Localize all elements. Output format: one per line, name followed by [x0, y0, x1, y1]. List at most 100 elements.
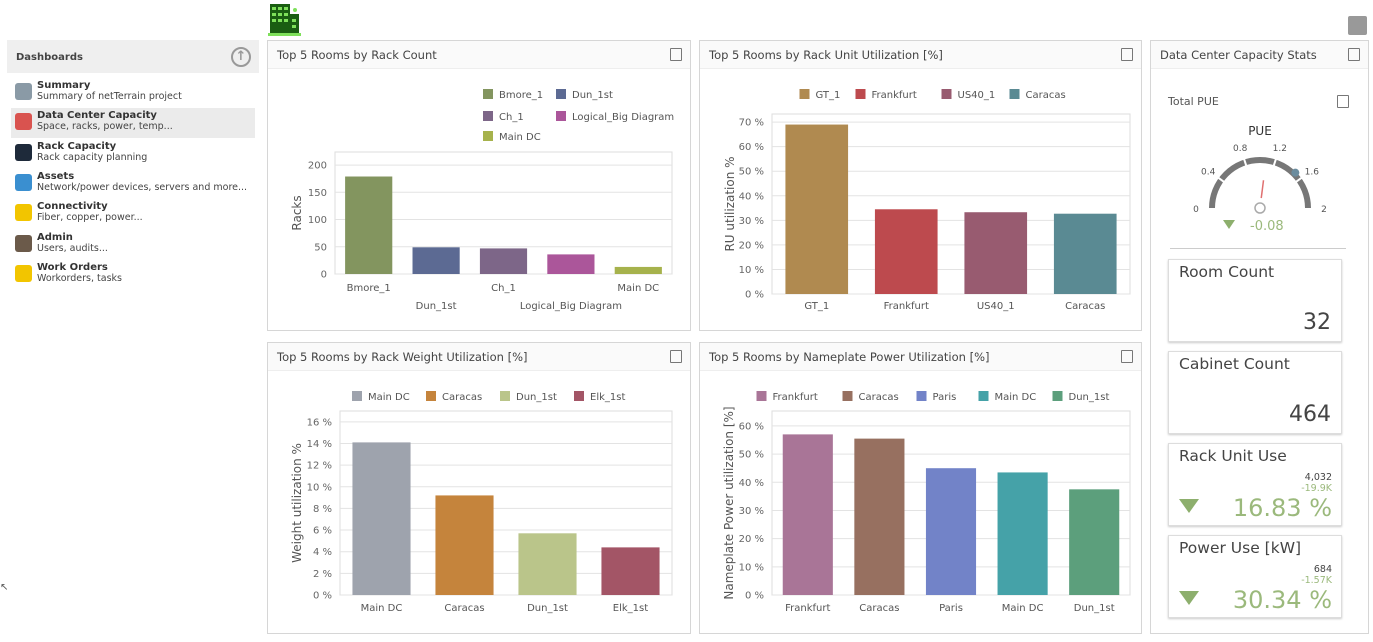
- legend-label: GT_1: [816, 90, 841, 101]
- panel-rack-count: Top 5 Rooms by Rack Count 0 50 100 150 200 Rac…: [267, 40, 691, 331]
- sidebar-item-summary[interactable]: Summary Summary of netTerrain project: [11, 78, 255, 108]
- x-tick-label: Bmore_1: [347, 283, 391, 294]
- gauge-title: PUE: [1248, 124, 1272, 138]
- gauge-tick-label: 2: [1321, 205, 1327, 215]
- y-tick-label: 4 %: [313, 547, 332, 558]
- stat-card-room-count: Room Count 32: [1168, 259, 1342, 342]
- x-tick-label: GT_1: [804, 301, 829, 312]
- chart-rack-weight-utilization: 0 % 2 % 4 % 6 % 8 % 10 % 12 % 14 % 16 % Weight ut…: [290, 391, 673, 614]
- y-tick-label: 6 %: [313, 526, 332, 537]
- y-tick-label: 8 %: [313, 504, 332, 515]
- bar-bmore-1: [345, 176, 393, 274]
- gauge-tick-label: 0: [1193, 205, 1199, 215]
- card-value: 16.83 %: [1232, 494, 1332, 522]
- y-tick-label: 20 %: [739, 534, 764, 545]
- card-title: Cabinet Count: [1179, 355, 1290, 373]
- sidebar-item-data-center-capacity[interactable]: Data Center Capacity Space, racks, power,…: [11, 108, 255, 139]
- export-all-button[interactable]: [1348, 16, 1367, 35]
- bar-frankfurt: [874, 209, 938, 294]
- export-icon[interactable]: [1348, 48, 1360, 61]
- sidebar-item-title: Connectivity: [37, 201, 108, 213]
- x-tick-label: US40_1: [977, 301, 1015, 312]
- legend-swatch: [941, 89, 952, 99]
- x-tick-label: Caracas: [444, 603, 484, 614]
- bar-frankfurt: [782, 434, 833, 595]
- sidebar-item-work-orders[interactable]: Work Orders Workorders, tasks: [11, 260, 255, 290]
- chart-rack-count: 0 50 100 150 200 Racks Bmore_1 Bmore_1 Dun_1st Du…: [290, 89, 674, 312]
- legend-swatch: [842, 391, 853, 401]
- legend-label: Elk_1st: [590, 392, 625, 403]
- pue-export-icon[interactable]: [1337, 95, 1349, 108]
- y-axis-title: RU utilization %: [723, 156, 737, 251]
- x-tick-label: Dun_1st: [416, 301, 457, 312]
- x-tick-label: Elk_1st: [613, 603, 648, 614]
- sidebar-item-rack-capacity[interactable]: Rack Capacity Rack capacity planning: [11, 139, 255, 169]
- panel-capacity-stats: Data Center Capacity Stats Total PUE PUE…: [1150, 40, 1369, 634]
- legend-swatch: [556, 111, 566, 121]
- legend-swatch: [916, 391, 927, 401]
- gauge-tick: [1242, 158, 1248, 167]
- y-tick-label: 50 %: [739, 167, 764, 178]
- y-tick-label: 40 %: [739, 191, 764, 202]
- y-tick-label: 40 %: [739, 478, 764, 489]
- gauge-tick: [1295, 176, 1303, 183]
- gauge-arc: [1209, 157, 1311, 209]
- y-tick-label: 100: [308, 215, 327, 226]
- gauge-target-marker: [1291, 168, 1300, 177]
- legend-label: Logical_Big Diagram: [572, 112, 674, 123]
- card-sub-value: 684: [1313, 564, 1332, 575]
- gauge-tick-label: 1.6: [1305, 167, 1320, 177]
- legend-label: Bmore_1: [499, 90, 543, 101]
- panel-title: Top 5 Rooms by Rack Unit Utilization [%]: [700, 41, 1141, 69]
- legend-swatch: [483, 89, 493, 99]
- legend-label: US40_1: [958, 90, 996, 101]
- export-icon[interactable]: [1121, 350, 1133, 363]
- legend-label: Caracas: [1026, 90, 1066, 101]
- bar-logical-big-diagram: [547, 254, 595, 274]
- sidebar-item-subtitle: Space, racks, power, temp...: [37, 121, 173, 133]
- chart-rack-unit-utilization: 0 % 10 % 20 % 30 % 40 % 50 % 60 % 70 % RU utiliz…: [723, 89, 1131, 312]
- y-tick-label: 2 %: [313, 569, 332, 580]
- legend-swatch: [855, 89, 866, 99]
- y-tick-label: 14 %: [307, 439, 332, 450]
- bar-caracas: [435, 495, 494, 595]
- panel-title: Top 5 Rooms by Rack Count: [268, 41, 690, 69]
- legend-swatch: [352, 391, 362, 401]
- legend-label: Dun_1st: [516, 392, 557, 403]
- export-icon[interactable]: [670, 350, 682, 363]
- sidebar-item-title: Data Center Capacity: [37, 110, 157, 122]
- gauge-tick: [1217, 176, 1225, 183]
- plug-icon: [15, 204, 32, 222]
- collapse-up-button[interactable]: ↑: [231, 47, 251, 67]
- bar-main-dc: [997, 472, 1048, 595]
- x-tick-label: Logical_Big Diagram: [520, 301, 622, 312]
- user-gear-icon: [15, 234, 32, 252]
- y-tick-label: 10 %: [307, 482, 332, 493]
- export-icon[interactable]: [1121, 48, 1133, 61]
- sidebar-item-title: Admin: [37, 231, 73, 243]
- y-tick-label: 12 %: [307, 461, 332, 472]
- x-tick-label: Frankfurt: [884, 301, 929, 312]
- sidebar-item-assets[interactable]: Assets Network/power devices, servers and…: [11, 169, 255, 199]
- sidebar-item-title: Rack Capacity: [37, 140, 117, 152]
- pue-label: Total PUE: [1168, 95, 1219, 108]
- chart-nameplate-power-utilization: 0 % 10 % 20 % 30 % 40 % 50 % 60 %Nameplate Pow…: [722, 391, 1131, 614]
- sidebar-item-subtitle: Fiber, copper, power...: [37, 212, 143, 224]
- export-icon[interactable]: [670, 48, 682, 61]
- trend-down-icon: [1179, 591, 1199, 605]
- gauge-tick: [1272, 158, 1278, 167]
- summary-icon: [15, 83, 32, 100]
- divider: [1170, 248, 1346, 249]
- trend-down-icon: [1179, 499, 1199, 513]
- legend-label: Frankfurt: [773, 392, 818, 403]
- legend-swatch: [500, 391, 510, 401]
- legend-swatch: [483, 111, 493, 121]
- sidebar-item-admin[interactable]: Admin Users, audits...: [11, 230, 255, 260]
- bar-us40-1: [964, 212, 1028, 294]
- legend-label: Paris: [933, 392, 957, 403]
- y-tick-label: 50: [314, 242, 327, 253]
- sidebar-item-connectivity[interactable]: Connectivity Fiber, copper, power...: [11, 199, 255, 229]
- rack-icon: [15, 143, 32, 161]
- bar-main-dc: [614, 266, 662, 274]
- x-tick-label: Frankfurt: [785, 603, 830, 614]
